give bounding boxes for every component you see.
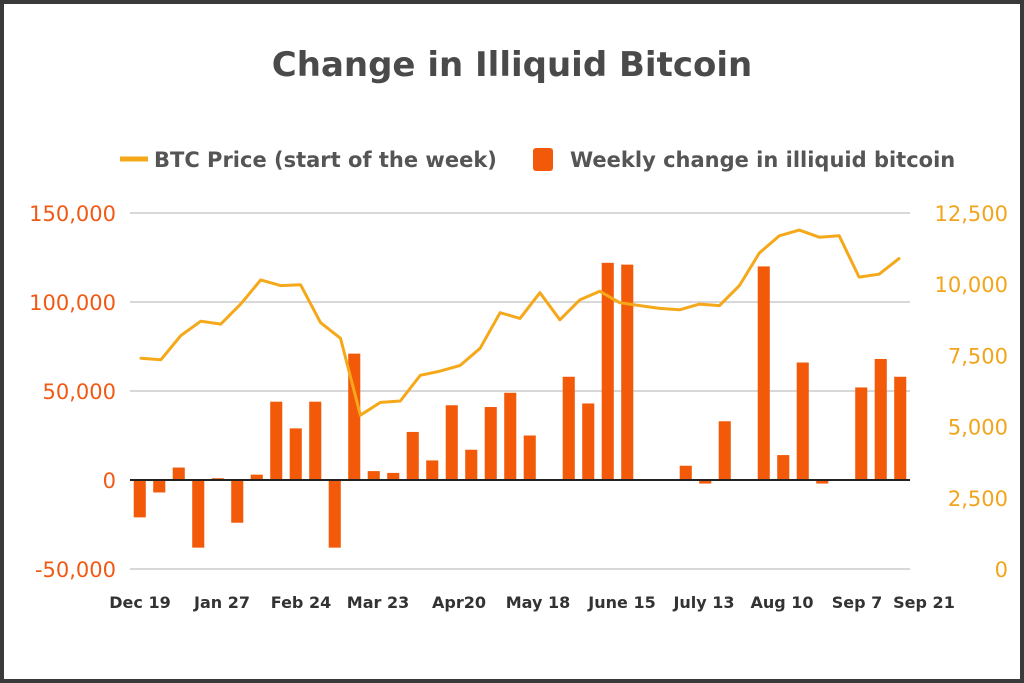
bar (874, 358, 887, 480)
x-axis: Dec 19 Jan 27 Feb 24 Mar 23 Apr20 May 18 June … (109, 593, 955, 612)
right-axis-tick-label: 5,000 (948, 416, 1008, 440)
bar (718, 421, 731, 480)
bar (582, 403, 595, 480)
x-axis-tick-label: Aug 10 (750, 593, 813, 612)
bar (406, 431, 419, 480)
bar (621, 264, 634, 480)
x-axis-tick-label: Mar 23 (347, 593, 409, 612)
left-axis-tick-label: 150,000 (29, 202, 116, 226)
left-axis-tick-label: 50,000 (43, 380, 116, 404)
right-axis-tick-label: 7,500 (948, 344, 1008, 368)
chart-frame: Change in Illiquid Bitcoin BTC Price (st… (4, 4, 1020, 679)
bar (523, 435, 536, 480)
x-axis-tick-label: May 18 (506, 593, 571, 612)
bar (562, 376, 575, 480)
bar (816, 480, 829, 484)
x-axis-tick-label: June 15 (587, 593, 655, 612)
bar (484, 407, 497, 480)
left-axis-tick-label: 0 (103, 469, 116, 493)
bar (289, 428, 302, 480)
left-axis: -50,000 0 50,000 100,000 150,000 (29, 202, 116, 582)
right-axis-tick-label: 0 (995, 558, 1008, 582)
bar (757, 266, 770, 480)
x-axis-tick-label: July 13 (672, 593, 734, 612)
right-axis: 0 2,500 5,000 7,500 10,000 12,500 (935, 202, 1008, 582)
bar (270, 401, 283, 480)
legend-label-illiquid-change: Weekly change in illiquid bitcoin (570, 148, 955, 172)
x-axis-tick-label: Dec 19 (109, 593, 170, 612)
x-axis-tick-label: Feb 24 (271, 593, 331, 612)
left-axis-tick-label: -50,000 (35, 558, 116, 582)
bars-series (133, 262, 907, 548)
grid-lines (130, 212, 910, 570)
chart-title: Change in Illiquid Bitcoin (272, 45, 752, 85)
legend: BTC Price (start of the week) Weekly cha… (120, 148, 955, 172)
legend-label-btc-price: BTC Price (start of the week) (154, 148, 497, 172)
bar (601, 262, 614, 480)
price-line-series (139, 228, 901, 417)
bar (465, 449, 478, 480)
price-line (139, 228, 901, 417)
right-axis-tick-label: 12,500 (935, 202, 1008, 226)
x-axis-tick-label: Sep 21 (893, 593, 955, 612)
bar (231, 480, 244, 523)
bar (426, 460, 439, 480)
bar (250, 474, 263, 480)
bar (894, 376, 907, 480)
chart-svg: Change in Illiquid Bitcoin BTC Price (st… (29, 45, 1008, 612)
left-axis-tick-label: 100,000 (29, 291, 116, 315)
bar (367, 471, 380, 480)
bar (309, 401, 322, 480)
bar (504, 392, 517, 480)
bar (855, 387, 868, 480)
bar (445, 405, 458, 480)
right-axis-tick-label: 10,000 (935, 273, 1008, 297)
bar (777, 455, 790, 480)
bar (328, 480, 341, 548)
x-axis-tick-label: Jan 27 (193, 593, 250, 612)
legend-bar-swatch (533, 148, 553, 171)
x-axis-tick-label: Apr20 (432, 593, 486, 612)
x-axis-tick-label: Sep 7 (832, 593, 883, 612)
bar (133, 480, 146, 518)
bar (153, 480, 166, 493)
bar (387, 472, 400, 480)
bar (172, 467, 185, 480)
bar (679, 465, 692, 480)
bar (796, 362, 809, 480)
bar (192, 480, 205, 548)
bar (699, 480, 712, 484)
right-axis-tick-label: 2,500 (948, 487, 1008, 511)
